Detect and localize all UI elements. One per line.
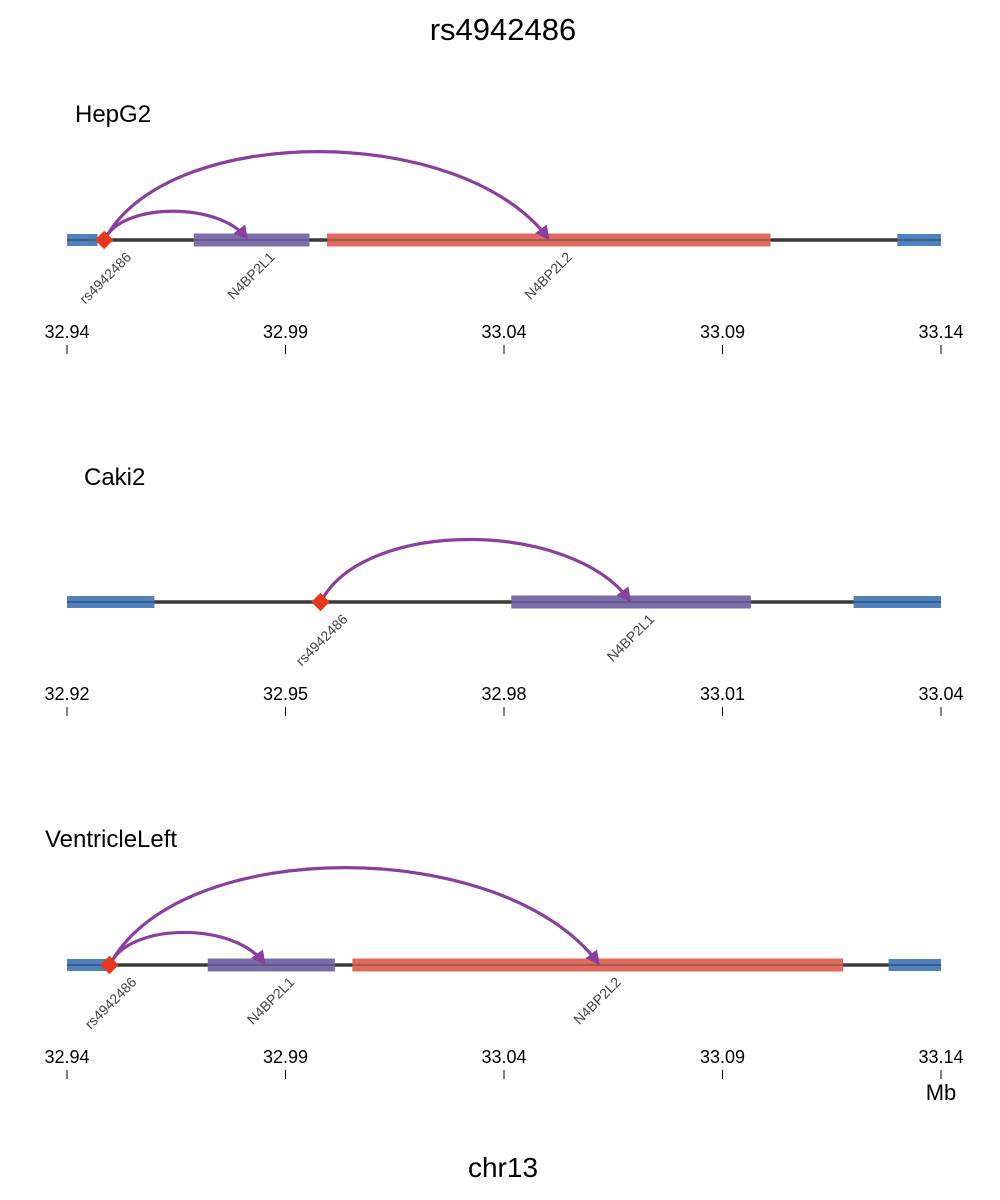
tick-label: 32.94 bbox=[44, 1047, 89, 1067]
gene-label-n4bp2l2: N4BP2L2 bbox=[570, 974, 624, 1028]
snp-marker bbox=[94, 230, 114, 250]
tick-label: 33.04 bbox=[481, 322, 526, 342]
gene-label-n4bp2l1: N4BP2L1 bbox=[244, 974, 298, 1028]
tick-label: 33.04 bbox=[918, 684, 963, 704]
snp-label: rs4942486 bbox=[292, 611, 350, 669]
tick-label: 32.99 bbox=[263, 322, 308, 342]
tick-label: 33.14 bbox=[918, 322, 963, 342]
tick-label: 32.95 bbox=[263, 684, 308, 704]
snp-label: rs4942486 bbox=[81, 974, 139, 1032]
tick-label: 33.14 bbox=[918, 1047, 963, 1067]
panel-ventricleleft: VentricleLeft rs4942486 N4BP2L1 N4BP2L2 32.9… bbox=[44, 826, 963, 1105]
panel-label: HepG2 bbox=[75, 101, 151, 128]
chromosome-label: chr13 bbox=[468, 1152, 538, 1183]
loop-arc-1 bbox=[104, 209, 249, 241]
tick-label: 32.94 bbox=[44, 322, 89, 342]
tick-label: 33.09 bbox=[700, 1047, 745, 1067]
snp-marker bbox=[311, 592, 330, 612]
panel-label: Caki2 bbox=[84, 464, 145, 491]
tick-label: 33.04 bbox=[481, 1047, 526, 1067]
loop-arc-2 bbox=[109, 866, 600, 966]
snp-label: rs4942486 bbox=[76, 249, 134, 307]
gene-label-n4bp2l1: N4BP2L1 bbox=[604, 611, 658, 665]
loop-arc-2 bbox=[104, 149, 550, 241]
tick-label: 33.01 bbox=[700, 684, 745, 704]
panels-group: HepG2 rs4942486 N4BP2L1 N4BP2L2 32.94 32.99 33… bbox=[44, 101, 963, 1105]
panel-hepg2: HepG2 rs4942486 N4BP2L1 N4BP2L2 32.94 32.99 33… bbox=[44, 101, 964, 354]
gene-label-n4bp2l1: N4BP2L1 bbox=[224, 249, 278, 303]
diagram-title: rs4942486 bbox=[430, 12, 577, 47]
panel-label: VentricleLeft bbox=[45, 826, 177, 853]
gene-n4bp2l1 bbox=[193, 233, 310, 247]
tick-label: 32.99 bbox=[263, 1047, 308, 1067]
tick-label: 33.09 bbox=[700, 322, 745, 342]
panel-caki2: Caki2 rs4942486 N4BP2L1 32.92 32.95 32.98 33.0… bbox=[44, 464, 964, 716]
loop-arc-1 bbox=[109, 930, 266, 966]
snp-marker bbox=[100, 955, 119, 975]
gene-label-n4bp2l2: N4BP2L2 bbox=[521, 249, 575, 303]
unit-label: Mb bbox=[926, 1080, 957, 1105]
tick-label: 32.98 bbox=[481, 684, 526, 704]
tick-label: 32.92 bbox=[44, 684, 89, 704]
gene-n4bp2l1 bbox=[207, 958, 335, 972]
loop-arc-1 bbox=[321, 537, 632, 603]
